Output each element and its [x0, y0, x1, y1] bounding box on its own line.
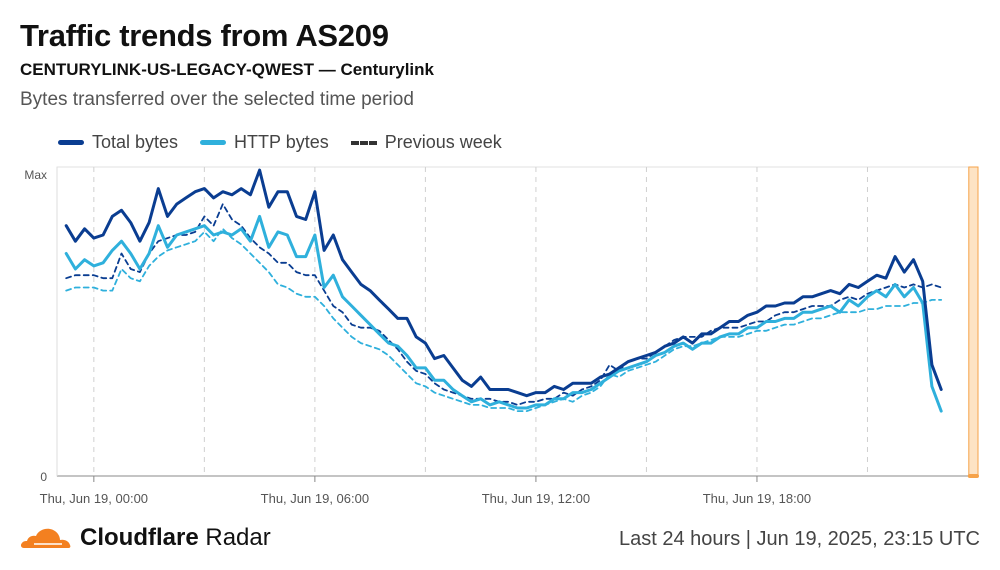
brand-name: Cloudflare Radar — [80, 524, 271, 552]
x-tick-label: Thu, Jun 19, 06:00 — [261, 491, 369, 506]
legend-label-http: HTTP bytes — [234, 132, 329, 152]
x-tick-label: Thu, Jun 19, 18:00 — [703, 491, 811, 506]
y-tick-label-max: Max — [24, 168, 47, 182]
y-tick-label-zero: 0 — [40, 470, 47, 484]
traffic-chart[interactable]: Thu, Jun 19, 00:00 Thu, Jun 19, 06:00 Thu,… — [0, 160, 1000, 515]
highlight-marker — [967, 474, 979, 478]
cloudflare-cloud-icon — [20, 528, 71, 548]
legend-item-http[interactable]: HTTP bytes — [200, 132, 329, 153]
legend-swatch-previous-week — [350, 140, 377, 145]
chart-description: Bytes transferred over the selected time… — [20, 89, 414, 110]
x-tick-label: Thu, Jun 19, 12:00 — [482, 491, 590, 506]
legend: Total bytes HTTP bytes Previous week — [58, 132, 502, 153]
highlight-band — [968, 166, 979, 477]
chart-subtitle: CENTURYLINK-US-LEGACY-QWEST — Centurylin… — [20, 60, 434, 79]
time-range-meta: Last 24 hours | Jun 19, 2025, 23:15 UTC — [619, 528, 980, 550]
brand-name-bold: Cloudflare — [80, 524, 199, 551]
series-total-bytes — [64, 168, 943, 398]
chart-title: Traffic trends from AS209 — [20, 18, 389, 53]
legend-item-previous-week[interactable]: Previous week — [350, 132, 502, 153]
x-tick-label: Thu, Jun 19, 00:00 — [40, 491, 148, 506]
plot-frame — [56, 166, 979, 477]
brand-name-light: Radar — [205, 524, 271, 551]
cloudflare-radar-logo: Cloudflare Radar — [20, 524, 271, 552]
legend-swatch-total — [58, 140, 84, 145]
series-previous-week-total — [65, 203, 943, 406]
legend-item-total[interactable]: Total bytes — [58, 132, 178, 153]
series-previous-week-http — [65, 227, 943, 413]
legend-swatch-http — [200, 140, 227, 145]
series-http-bytes — [64, 214, 943, 413]
legend-label-total: Total bytes — [92, 132, 179, 152]
legend-label-previous-week: Previous week — [384, 132, 502, 152]
